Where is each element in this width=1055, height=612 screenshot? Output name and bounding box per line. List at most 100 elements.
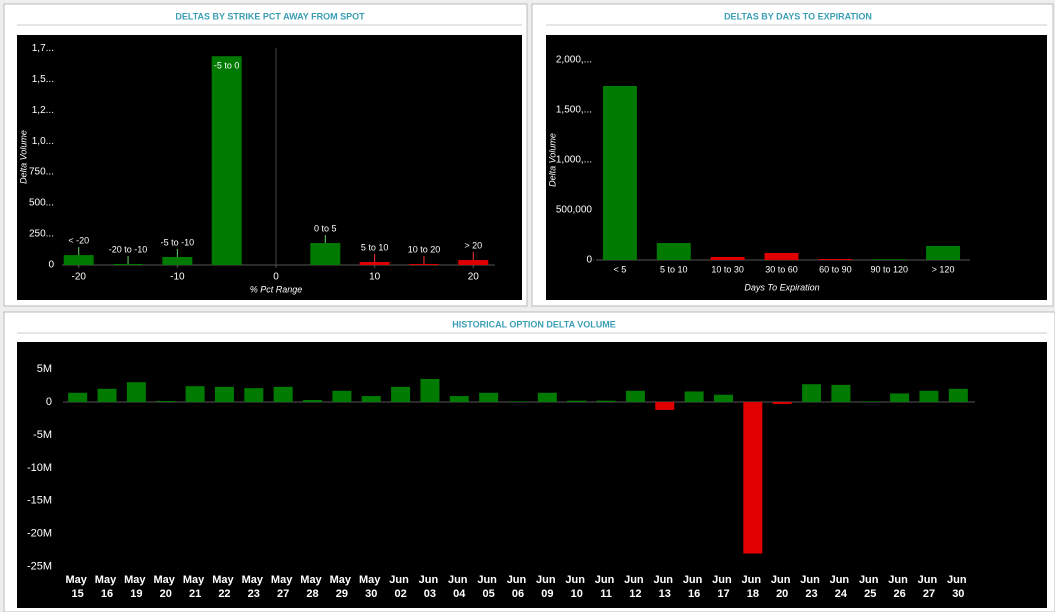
- bar: [449, 396, 469, 402]
- bar: [710, 257, 745, 260]
- y-tick-label: 1,7...: [32, 43, 54, 54]
- chart-title: DELTAS BY DAYS TO EXPIRATION: [724, 11, 872, 21]
- bar: [713, 394, 733, 402]
- bar: [391, 386, 411, 402]
- y-tick-label: -10M: [27, 462, 52, 474]
- bar: [764, 253, 799, 260]
- x-tick-label: Jun 26: [888, 574, 911, 600]
- bar: [537, 392, 557, 402]
- x-tick-label: May 15: [65, 574, 89, 600]
- x-tick-label: Jun 04: [448, 574, 471, 600]
- bar: [332, 390, 352, 402]
- bar: [890, 393, 910, 402]
- bar: [926, 246, 961, 260]
- y-tick-label: -5M: [33, 429, 52, 441]
- bar: [303, 400, 323, 402]
- bar: [802, 384, 822, 402]
- y-tick-label: 1,000,...: [556, 155, 592, 166]
- bar: [458, 260, 489, 265]
- x-tick-label: Jun 11: [595, 574, 618, 600]
- bar: [818, 259, 853, 260]
- x-tick-label: Jun 25: [859, 574, 882, 600]
- x-tick-label: Jun 20: [771, 574, 794, 600]
- y-tick-label: 5M: [37, 363, 52, 375]
- x-tick-label: May 30: [359, 574, 383, 600]
- x-tick-label: Jun 02: [389, 574, 412, 600]
- x-tick-label: May 16: [95, 574, 119, 600]
- bar: [244, 388, 264, 402]
- x-tick-label: Jun 10: [565, 574, 588, 600]
- x-tick-label: Jun 16: [683, 574, 706, 600]
- data-label: < -20: [68, 235, 89, 245]
- x-tick-label: -10: [170, 272, 185, 283]
- bar: [359, 262, 390, 265]
- x-tick-label: 20: [468, 272, 480, 283]
- bar: [684, 391, 704, 402]
- x-tick-label: Jun 03: [419, 574, 442, 600]
- bar: [361, 396, 381, 402]
- bar: [567, 400, 587, 402]
- bar: [479, 392, 499, 402]
- bar: [156, 401, 176, 402]
- data-label: > 20: [464, 240, 482, 250]
- x-tick-label: May 22: [212, 574, 236, 600]
- y-tick-label: 0: [586, 255, 592, 266]
- x-tick-label: -20: [72, 272, 87, 283]
- y-tick-label: -25M: [27, 561, 52, 573]
- x-tick-label: 30 to 60: [765, 264, 798, 274]
- bar: [310, 243, 341, 265]
- x-tick-label: May 20: [154, 574, 178, 600]
- bar: [948, 388, 968, 402]
- y-tick-label: 1,2...: [32, 105, 54, 116]
- x-tick-label: Jun 23: [800, 574, 823, 600]
- bar: [126, 382, 146, 402]
- x-tick-label: 0: [273, 272, 279, 283]
- x-tick-label: Jun 12: [624, 574, 647, 600]
- x-tick-label: Jun 18: [742, 574, 765, 600]
- y-tick-label: -15M: [27, 495, 52, 507]
- x-tick-label: Jun 24: [830, 574, 853, 600]
- chart-title: DELTAS BY STRIKE PCT AWAY FROM SPOT: [175, 11, 365, 21]
- x-tick-label: < 5: [614, 264, 627, 274]
- bar: [63, 255, 94, 265]
- x-tick-label: Jun 06: [507, 574, 530, 600]
- bar: [872, 259, 907, 260]
- bar: [656, 243, 691, 260]
- bar: [596, 400, 616, 402]
- data-label: 5 to 10: [361, 242, 389, 252]
- plot-area: [17, 35, 522, 300]
- x-tick-label: Jun 09: [536, 574, 559, 600]
- x-tick-label: 10 to 30: [711, 264, 744, 274]
- x-tick-label: > 120: [932, 264, 955, 274]
- bar: [408, 264, 439, 265]
- bar: [860, 401, 880, 402]
- chart-title: HISTORICAL OPTION DELTA VOLUME: [452, 319, 616, 329]
- x-tick-label: 5 to 10: [660, 264, 688, 274]
- x-axis-label: % Pct Range: [250, 284, 303, 294]
- x-axis-label: Days To Expiration: [744, 282, 819, 292]
- x-tick-label: 60 to 90: [819, 264, 852, 274]
- bar: [743, 402, 763, 554]
- y-tick-label: 0: [48, 260, 54, 271]
- y-tick-label: 2,000,...: [556, 55, 592, 66]
- y-tick-label: 1,5...: [32, 74, 54, 85]
- bar: [831, 384, 851, 402]
- bar: [211, 56, 242, 265]
- data-label: -5 to -10: [161, 237, 195, 247]
- bar: [185, 386, 205, 402]
- y-axis-label: Delta Volume: [547, 133, 557, 187]
- data-label: -20 to -10: [109, 244, 148, 254]
- x-tick-label: Jun 17: [712, 574, 735, 600]
- bar: [919, 390, 939, 402]
- y-tick-label: 1,0...: [32, 136, 54, 147]
- x-tick-label: Jun 30: [947, 574, 970, 600]
- y-tick-label: 250...: [29, 229, 54, 240]
- bar: [113, 264, 144, 265]
- x-tick-label: Jun 27: [918, 574, 941, 600]
- bar: [625, 390, 645, 402]
- data-label: 0 to 5: [314, 223, 337, 233]
- x-tick-label: May 28: [300, 574, 324, 600]
- bar: [508, 401, 528, 402]
- y-axis-label: Delta Volume: [18, 130, 28, 184]
